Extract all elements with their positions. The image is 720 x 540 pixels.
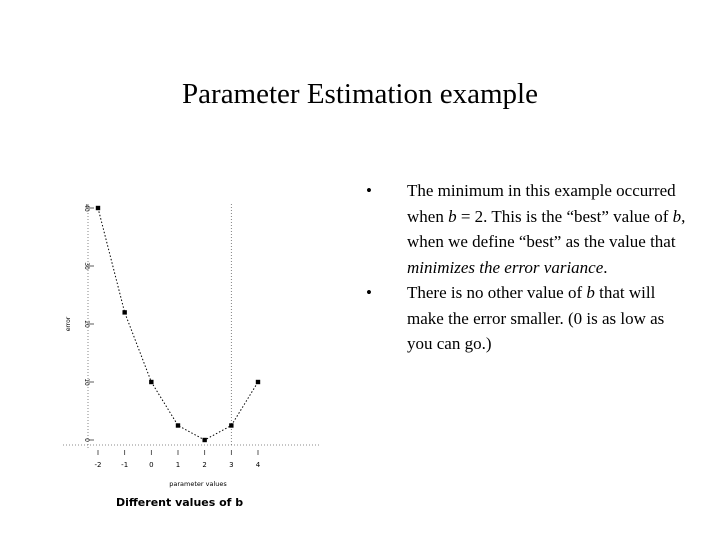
- y-tick-label: 40: [83, 204, 90, 212]
- bullet-text: b: [586, 283, 595, 302]
- bullet-text: b: [448, 206, 457, 226]
- x-tick-label: 0: [149, 461, 153, 469]
- x-tick-label: -2: [95, 461, 102, 469]
- data-point: [122, 310, 127, 315]
- y-tick-label: 10: [83, 378, 90, 386]
- x-tick-label: 2: [202, 461, 206, 469]
- bullet-text: .: [603, 257, 608, 277]
- bullet-text: = 2. This is the “best” value of: [456, 206, 673, 226]
- series-line: [97, 207, 259, 441]
- bullet-text: The minimum in this example occurred whe…: [407, 181, 676, 226]
- bullet-text: , when we define “best” as the value tha…: [407, 206, 686, 252]
- slide-title: Parameter Estimation example: [182, 78, 538, 110]
- bullet-text: minimizes the error variance: [407, 257, 604, 277]
- bullet-text: b: [672, 206, 682, 226]
- x-tick-label: 4: [256, 461, 261, 469]
- data-point: [175, 423, 181, 428]
- bullet-marker: •: [366, 283, 372, 302]
- x-tick-label: 3: [229, 461, 233, 469]
- bullet-list: • The minimum in this example occurred wh…: [366, 178, 686, 357]
- data-point: [202, 437, 207, 443]
- data-point: [255, 379, 261, 385]
- y-axis-label: error: [65, 316, 72, 331]
- bullet-marker: •: [366, 181, 372, 200]
- chart-caption: Different values of b: [116, 496, 244, 509]
- x-axis-label: parameter values: [169, 480, 227, 488]
- y-tick-label: 30: [83, 262, 90, 270]
- error-chart: 0 10 20 30 40 error -2 -1 0 1 2 3 4 parameter values: [63, 204, 320, 488]
- y-tick-label: 0: [83, 438, 90, 442]
- y-tick-label: 20: [83, 320, 90, 328]
- bullet-text: There is no other value of: [407, 283, 587, 302]
- bullet-item: • There is no other value of b that will …: [366, 280, 686, 357]
- bullet-text: that will make the error smaller. (0 is …: [407, 283, 665, 353]
- x-tick-label: -1: [121, 461, 128, 469]
- data-point: [149, 379, 154, 385]
- x-tick-label: 1: [176, 461, 180, 469]
- data-point: [95, 205, 101, 211]
- data-point: [229, 423, 234, 428]
- bullet-item: • The minimum in this example occurred wh…: [366, 178, 686, 280]
